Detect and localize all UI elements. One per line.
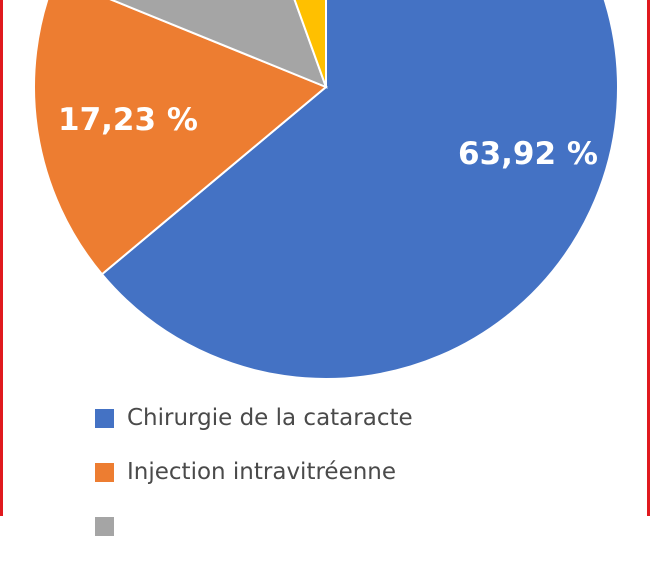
legend-swatch xyxy=(95,516,114,536)
slice-label-injection: 17,23 % xyxy=(58,102,198,138)
slice-injection xyxy=(33,0,328,276)
slice-yellow xyxy=(293,0,327,88)
legend: Chirurgie de la cataracte Injection intr… xyxy=(95,403,413,565)
pie-slices xyxy=(33,0,619,380)
slice-chirurgie xyxy=(100,0,619,380)
legend-swatch xyxy=(95,462,114,482)
slice-grey xyxy=(109,0,328,89)
legend-item-injection: Injection intravitréenne xyxy=(95,457,413,487)
frame-border-left xyxy=(0,0,3,516)
legend-item-chirurgie: Chirurgie de la cataracte xyxy=(95,403,413,433)
pie-chart: 63,92 % 17,23 % xyxy=(33,0,619,380)
slice-label-chirurgie: 63,92 % xyxy=(458,136,598,172)
legend-label: Chirurgie de la cataracte xyxy=(127,405,413,431)
legend-swatch xyxy=(95,408,114,428)
legend-label: Injection intravitréenne xyxy=(127,459,397,485)
frame-border-right xyxy=(647,0,650,516)
